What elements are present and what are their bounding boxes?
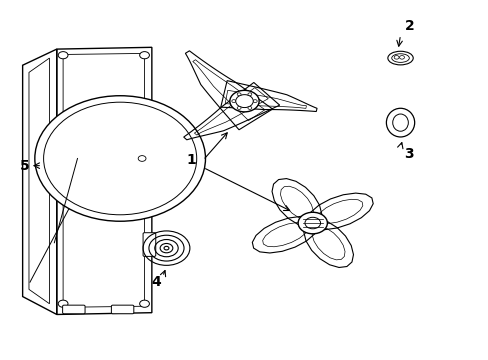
FancyBboxPatch shape — [62, 305, 85, 314]
FancyBboxPatch shape — [143, 233, 156, 256]
Circle shape — [305, 217, 320, 229]
Circle shape — [229, 90, 259, 112]
Circle shape — [140, 51, 149, 59]
Text: 2: 2 — [404, 19, 413, 33]
Circle shape — [140, 300, 149, 307]
Text: 3: 3 — [404, 147, 413, 161]
Circle shape — [58, 300, 68, 307]
Circle shape — [247, 93, 251, 96]
Circle shape — [58, 51, 68, 59]
Circle shape — [35, 96, 205, 221]
Text: 4: 4 — [152, 275, 161, 289]
Text: 5: 5 — [20, 159, 30, 173]
Circle shape — [237, 93, 241, 96]
Circle shape — [298, 212, 327, 234]
Circle shape — [247, 107, 251, 109]
Circle shape — [138, 156, 146, 161]
Circle shape — [235, 95, 253, 108]
Text: 1: 1 — [185, 153, 195, 167]
Circle shape — [253, 100, 257, 103]
Circle shape — [231, 100, 235, 103]
FancyBboxPatch shape — [111, 305, 134, 314]
Circle shape — [237, 107, 241, 109]
